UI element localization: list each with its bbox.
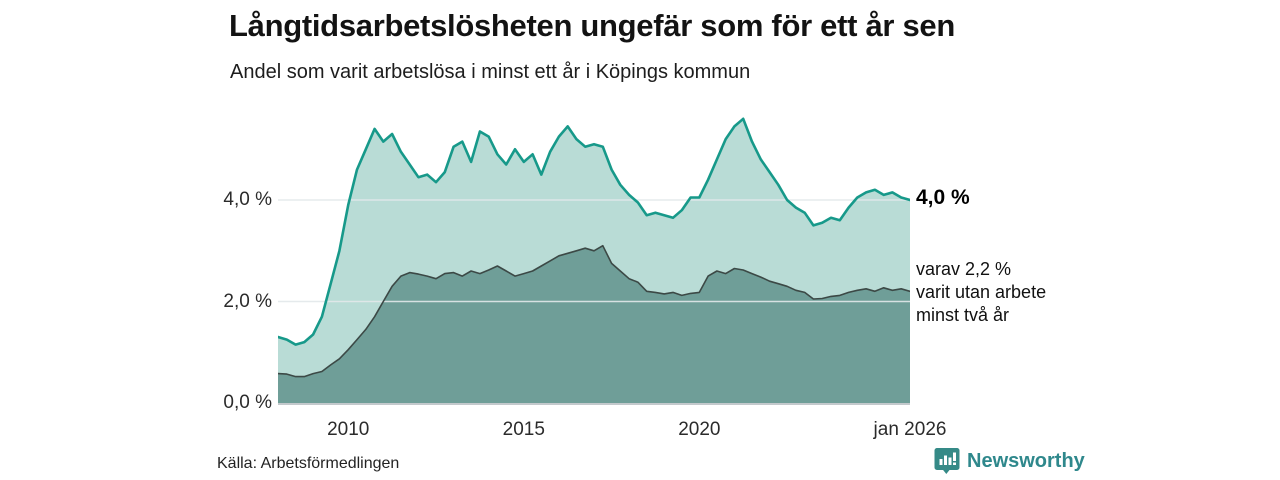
- chart-title: Långtidsarbetslösheten ungefär som för e…: [229, 8, 956, 43]
- y-axis-label: 4,0 %: [223, 189, 272, 210]
- x-axis-label: 2010: [327, 419, 370, 440]
- two-year-area-fill: [278, 245, 910, 403]
- y-axis-label: 0,0 %: [223, 392, 272, 413]
- chart-subtitle: Andel som varit arbetslösa i minst ett å…: [230, 61, 751, 83]
- x-axis-label: jan 2026: [873, 419, 947, 440]
- area-chart-svg: [278, 117, 910, 405]
- brand-logo: Newsworthy: [934, 447, 1085, 475]
- source-note: Källa: Arbetsförmedlingen: [217, 455, 400, 472]
- plot-area: [278, 108, 910, 408]
- two-year-line: [278, 244, 910, 378]
- total-series-end-label: 4,0 %: [916, 186, 970, 209]
- two-year-label-line: varit utan arbete: [916, 282, 1047, 302]
- two-year-label-line: minst två år: [916, 305, 1010, 325]
- brand-name: Newsworthy: [967, 449, 1085, 472]
- two-year-series-end-label: varav 2,2 % varit utan arbete minst två …: [916, 258, 1046, 327]
- two-year-label-line: varav 2,2 %: [916, 259, 1012, 279]
- y-axis-label: 2,0 %: [223, 290, 272, 312]
- total-line: [278, 117, 910, 346]
- x-axis-label: 2015: [502, 419, 545, 440]
- newsworthy-icon: [934, 448, 960, 474]
- x-axis-label: 2020: [678, 419, 721, 440]
